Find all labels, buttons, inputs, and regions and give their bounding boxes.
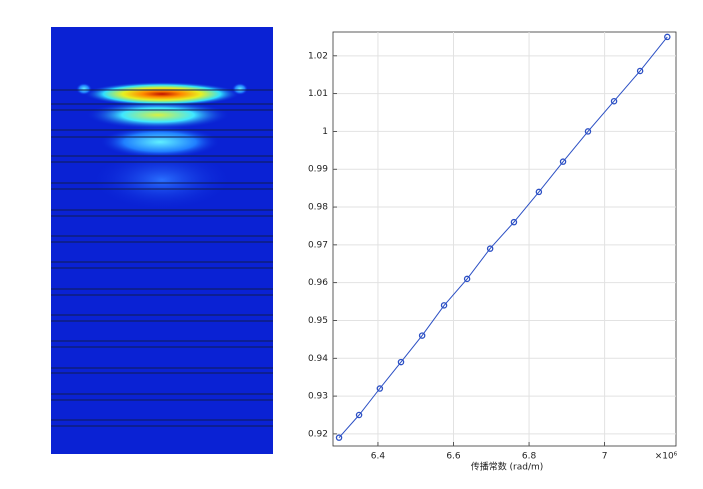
field-glow	[100, 126, 220, 158]
data-point	[584, 128, 592, 135]
y-tick-label: 0.95	[308, 316, 328, 326]
x-tick-label: 6.4	[371, 452, 386, 462]
x-tick-label: 7	[602, 452, 608, 462]
field-glow	[84, 82, 240, 106]
x-tick-label: 6.8	[522, 452, 537, 462]
data-point	[559, 158, 567, 165]
y-tick-label: 1.02	[308, 51, 328, 61]
data-point	[376, 385, 384, 392]
data-point	[440, 302, 448, 309]
data-point	[355, 411, 363, 419]
data-point	[486, 245, 494, 252]
y-tick-label: 0.93	[308, 392, 328, 402]
field-glow	[86, 101, 230, 129]
data-point	[397, 358, 405, 366]
data-point	[418, 332, 426, 339]
y-tick-label: 0.92	[308, 429, 328, 439]
data-point	[664, 33, 671, 41]
x-multiplier: ×10⁶	[655, 452, 678, 462]
data-point	[610, 97, 618, 105]
data-line	[338, 36, 668, 439]
field-glow	[92, 150, 232, 210]
y-tick-label: 0.97	[308, 240, 328, 250]
y-tick-label: 1	[322, 127, 328, 137]
y-tick-label: 0.96	[308, 278, 328, 288]
plot-frame	[332, 31, 677, 447]
field-glow	[76, 83, 92, 95]
data-point	[636, 67, 644, 75]
data-point	[535, 188, 543, 196]
data-point	[463, 275, 471, 283]
field-glow	[232, 83, 248, 95]
x-axis-label: 传播常数 (rad/m)	[471, 461, 544, 473]
y-tick-label: 0.94	[308, 354, 328, 364]
y-tick-label: 1.01	[308, 89, 328, 99]
y-tick-label: 0.98	[308, 203, 328, 213]
data-point	[335, 434, 343, 441]
y-tick-label: 0.99	[308, 165, 328, 175]
x-tick-label: 6.6	[446, 452, 461, 462]
field-plot	[51, 27, 273, 454]
data-point	[510, 218, 518, 226]
